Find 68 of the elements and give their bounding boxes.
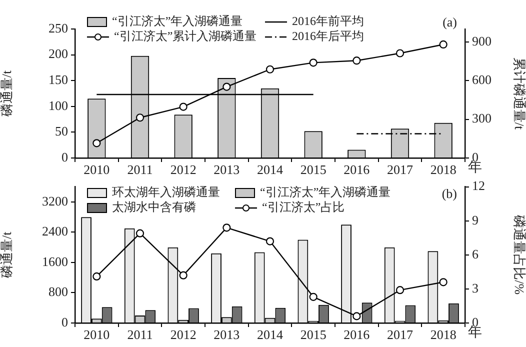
y2-tick-label: 9 [472, 212, 478, 228]
x-tick-label: 2012 [170, 327, 196, 342]
point [92, 139, 101, 148]
x-tick-label: 2017 [387, 327, 414, 342]
x-tick-label: 2016 [344, 327, 370, 342]
point [179, 102, 188, 111]
legend-label: 环太湖年入湖磷通量 [112, 185, 220, 200]
point [309, 58, 318, 67]
y2-axis-title: 累计磷通量/t [512, 57, 526, 130]
y-tick-label: 250 [48, 20, 68, 36]
y-tick-label: 50 [55, 124, 68, 139]
point [266, 237, 274, 246]
point [222, 224, 231, 232]
y2-tick-label: 3 [472, 280, 478, 296]
point [309, 292, 318, 301]
y2-tick-label: 6 [472, 246, 479, 262]
x-tick-label: 2010 [84, 162, 110, 178]
y-tick-label: 150 [48, 72, 68, 88]
y-tick-label: 2400 [42, 224, 68, 239]
x-tick-label: 2017 [387, 162, 414, 178]
y-tick-label: 800 [48, 284, 68, 300]
y-axis-title: 磷通量/t [0, 231, 14, 280]
x-tick-label: 2011 [127, 327, 153, 342]
y-tick-label: 200 [48, 46, 68, 62]
point [352, 312, 361, 320]
y2-tick-label: 600 [472, 72, 492, 88]
legend-label: “引江济太”占比 [262, 200, 345, 215]
x-tick-label: 2015 [300, 327, 326, 342]
legend-label: 太湖水中含有磷 [112, 200, 196, 215]
x-tick-label: 2011 [127, 162, 153, 178]
x-tick-label: 2013 [214, 162, 240, 178]
y2-tick-label: 900 [472, 33, 492, 48]
point [352, 56, 361, 65]
x-tick-label: 2014 [257, 327, 284, 342]
x-tick-label: 2013 [214, 327, 240, 342]
x-tick-label: 2014 [257, 162, 284, 178]
annotation: (a) [442, 14, 457, 30]
x-tick-label: 2015 [300, 162, 326, 178]
legend-label: “引江济太”年入湖磷通量 [112, 14, 243, 29]
point [396, 49, 404, 58]
y2-tick-label: 12 [472, 178, 485, 194]
legend-label: 2016年前平均 [292, 14, 364, 29]
legend-label: “引江济太”累计入湖磷通量 [114, 29, 257, 44]
y2-tick-label: 300 [472, 110, 492, 126]
x-tick-label: 2018 [430, 327, 456, 342]
point [136, 229, 144, 238]
legend-label: 2016年后平均 [292, 29, 364, 44]
y-tick-label: 1600 [42, 254, 68, 269]
point [92, 272, 101, 281]
x-tick-label: 2016 [344, 162, 370, 178]
y-tick-label: 100 [48, 98, 68, 113]
legend-label: “引江济太”年入湖磷通量 [260, 185, 391, 200]
x-tick-label: 2012 [170, 162, 196, 178]
point [439, 278, 448, 286]
point [179, 271, 188, 280]
point [136, 114, 144, 122]
y2-axis-title: 磷通量占比/% [512, 214, 526, 295]
point [439, 40, 448, 49]
y-tick-label: 0 [62, 314, 68, 330]
point [222, 82, 231, 91]
y-tick-label: 3200 [42, 193, 68, 208]
annotation: (b) [442, 186, 457, 202]
point [266, 65, 274, 74]
y-axis-title: 磷通量/t [0, 70, 14, 118]
x-tick-label: 2018 [430, 162, 456, 178]
x-tick-label: 2010 [84, 327, 110, 342]
y-tick-label: 0 [62, 149, 68, 164]
point [396, 286, 404, 294]
